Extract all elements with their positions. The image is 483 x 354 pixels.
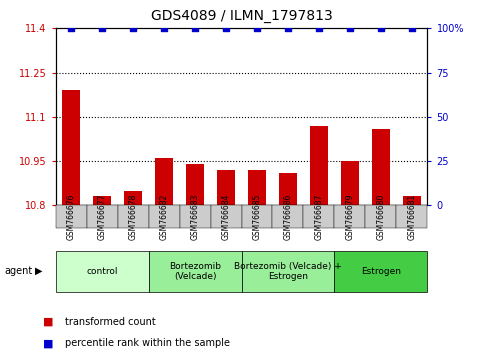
Bar [372,129,390,205]
Text: percentile rank within the sample: percentile rank within the sample [65,338,230,348]
Text: transformed count: transformed count [65,317,156,327]
Text: Estrogen: Estrogen [361,267,401,276]
Bar [186,164,204,205]
Point [160,25,168,31]
Text: ▶: ▶ [35,266,43,276]
Text: GSM766676: GSM766676 [67,194,75,240]
Bar [155,158,173,205]
Text: control: control [86,267,118,276]
Text: GSM766677: GSM766677 [98,194,107,240]
Bar [93,196,112,205]
Text: GSM766680: GSM766680 [376,194,385,240]
Bar [279,173,297,205]
Point [253,25,261,31]
Text: ■: ■ [43,317,54,327]
Point [408,25,416,31]
Point [377,25,385,31]
Point [315,25,323,31]
Text: GSM766686: GSM766686 [284,194,293,240]
Text: GSM766687: GSM766687 [314,194,324,240]
Point [98,25,106,31]
Text: agent: agent [5,266,33,276]
Bar [248,170,266,205]
Text: Bortezomib
(Velcade): Bortezomib (Velcade) [169,262,221,281]
Bar [403,196,421,205]
Text: Bortezomib (Velcade) +
Estrogen: Bortezomib (Velcade) + Estrogen [234,262,342,281]
Point [284,25,292,31]
Text: GSM766685: GSM766685 [253,194,261,240]
Point [129,25,137,31]
Bar [217,170,235,205]
Text: GSM766678: GSM766678 [128,194,138,240]
Text: GSM766682: GSM766682 [159,194,169,240]
Text: GSM766679: GSM766679 [345,194,355,240]
Bar [124,190,142,205]
Text: GSM766683: GSM766683 [190,194,199,240]
Point [222,25,230,31]
Bar [62,90,80,205]
Point [346,25,354,31]
Bar [310,126,328,205]
Bar [341,161,359,205]
Text: GDS4089 / ILMN_1797813: GDS4089 / ILMN_1797813 [151,9,332,23]
Point [191,25,199,31]
Text: ■: ■ [43,338,54,348]
Text: GSM766681: GSM766681 [408,194,416,240]
Point [67,25,75,31]
Text: GSM766684: GSM766684 [222,194,230,240]
